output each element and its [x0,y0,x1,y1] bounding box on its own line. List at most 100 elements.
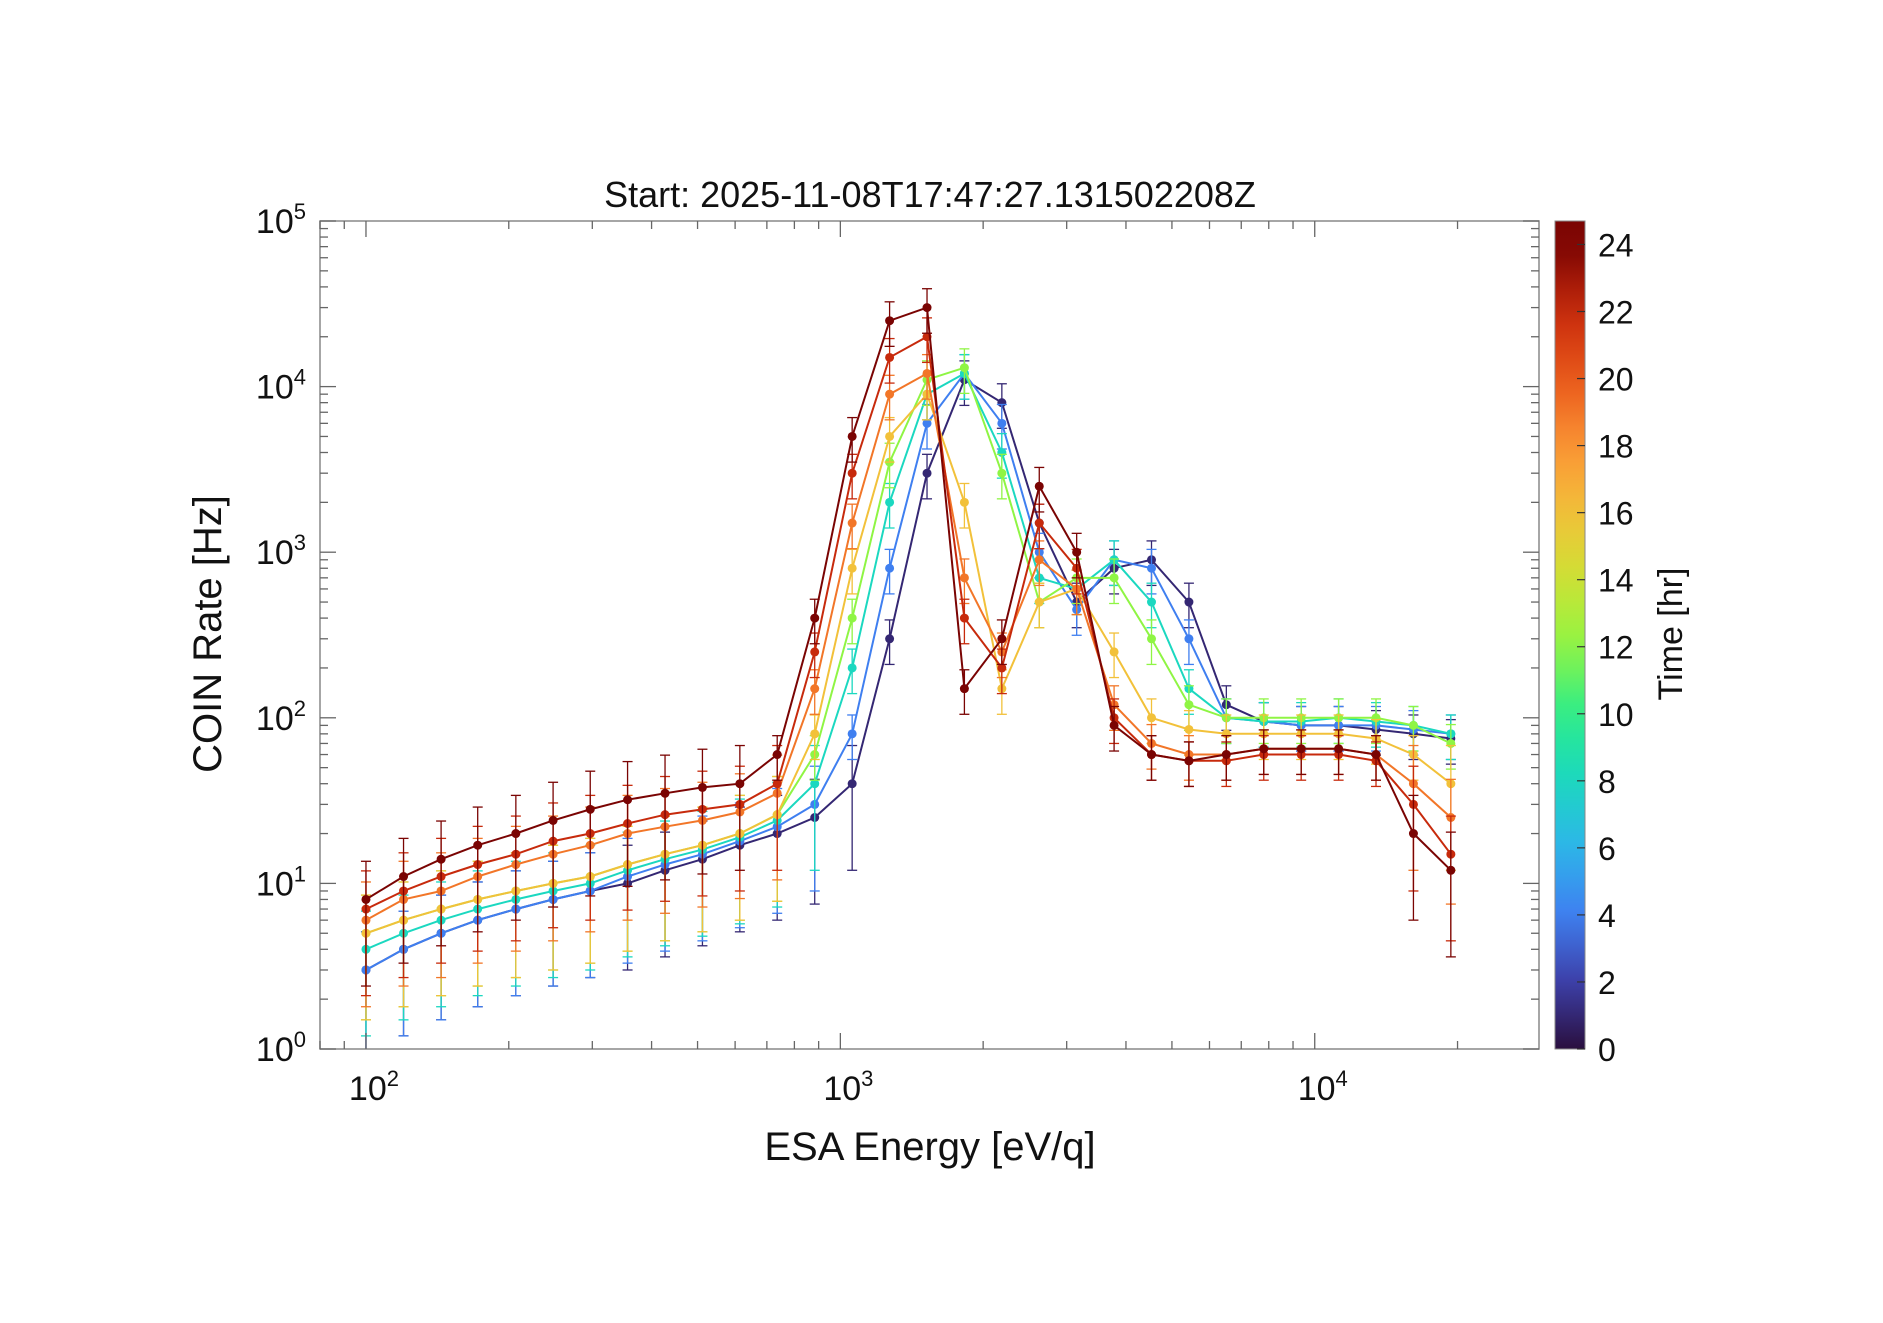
series [360,360,1456,1049]
colorbar-tick-label: 12 [1598,630,1634,666]
data-point [473,840,483,850]
data-point [697,782,707,792]
data-point [1184,756,1194,766]
data-point [1371,750,1381,760]
data-point [885,497,895,507]
y-tick-label: 104 [256,365,306,407]
y-tick-label: 101 [256,861,306,903]
data-point [772,750,782,760]
data-point [922,468,932,478]
data-point [847,729,857,739]
data-point [511,829,521,839]
data-point [1184,700,1194,710]
colorbar-tick-label: 18 [1598,429,1634,465]
data-point [810,684,820,694]
data-point [1184,724,1194,734]
data-point [772,779,782,789]
data-point [885,563,895,573]
data-point [847,468,857,478]
data-point [847,613,857,623]
series [360,374,1456,1021]
series-line [365,372,1452,951]
x-tick-labels: 102 103 104 [349,1066,1348,1108]
data-point [885,389,895,399]
data-point [922,303,932,313]
data-point [922,418,932,428]
colorbar-tick-label: 2 [1598,965,1616,1001]
data-point [1147,597,1157,607]
data-point [1184,634,1194,644]
data-point [885,316,895,326]
axis-ticks [319,220,1539,1050]
data-point [1147,750,1157,760]
x-tick-label: 102 [349,1066,399,1108]
data-point [1334,744,1344,754]
series [360,353,1456,1049]
x-tick-label: 104 [1298,1066,1348,1108]
data-point [361,894,371,904]
colorbar-tick-label: 24 [1598,227,1634,263]
data-point [1147,634,1157,644]
series-line [365,371,1452,971]
y-axis-label: COIN Rate [Hz] [186,495,230,773]
series-line [365,378,1452,971]
colorbar-tick-label: 6 [1598,831,1616,867]
plot-frame [319,220,1540,1050]
series [360,288,1456,987]
data-point [922,368,932,378]
data-point [1072,547,1082,557]
data-point [1109,647,1119,657]
series-line [365,306,1452,901]
data-point [810,779,820,789]
data-point [959,613,969,623]
colorbar-tick-label: 20 [1598,362,1634,398]
data-point [1408,829,1418,839]
data-point [1296,744,1306,754]
data-point [997,468,1007,478]
data-point [847,663,857,673]
data-point [997,663,1007,673]
data-point [810,647,820,657]
data-point [847,779,857,789]
data-point [1408,720,1418,730]
data-point [548,815,558,825]
data-point [959,684,969,694]
series [360,353,1456,1037]
colorbar [1554,220,1586,1050]
series-line [365,335,1452,911]
colorbar-tick-label: 10 [1598,697,1634,733]
colorbar-tick-label: 0 [1598,1032,1616,1068]
data-point [847,518,857,528]
data-point [885,352,895,362]
data-point [1034,481,1044,491]
data-point [1034,597,1044,607]
y-tick-label: 105 [256,199,306,241]
data-point [735,779,745,789]
colorbar-tick-label: 14 [1598,563,1634,599]
colorbar-tick-label: 4 [1598,898,1616,934]
data-point [959,573,969,583]
data-point [1259,744,1269,754]
data-point [1034,555,1044,565]
data-point [1221,750,1231,760]
series [360,353,1456,1008]
series-line [365,371,1452,921]
data-point [997,634,1007,644]
data-point [1109,720,1119,730]
x-tick-label: 103 [823,1066,873,1108]
y-tick-label: 100 [256,1027,306,1069]
data-point [660,788,670,798]
data-point [1446,865,1456,875]
data-point [623,795,633,805]
colorbar-label: Time [hr] [1652,568,1690,701]
y-tick-label: 103 [256,530,306,572]
data-point [810,613,820,623]
data-point [847,431,857,441]
series-line [365,366,1452,935]
chart-title: Start: 2025-11-08T17:47:27.131502208Z [604,174,1256,215]
series-line [365,392,1452,935]
data-point [399,872,409,882]
x-axis-label: ESA Energy [eV/q] [764,1125,1095,1169]
